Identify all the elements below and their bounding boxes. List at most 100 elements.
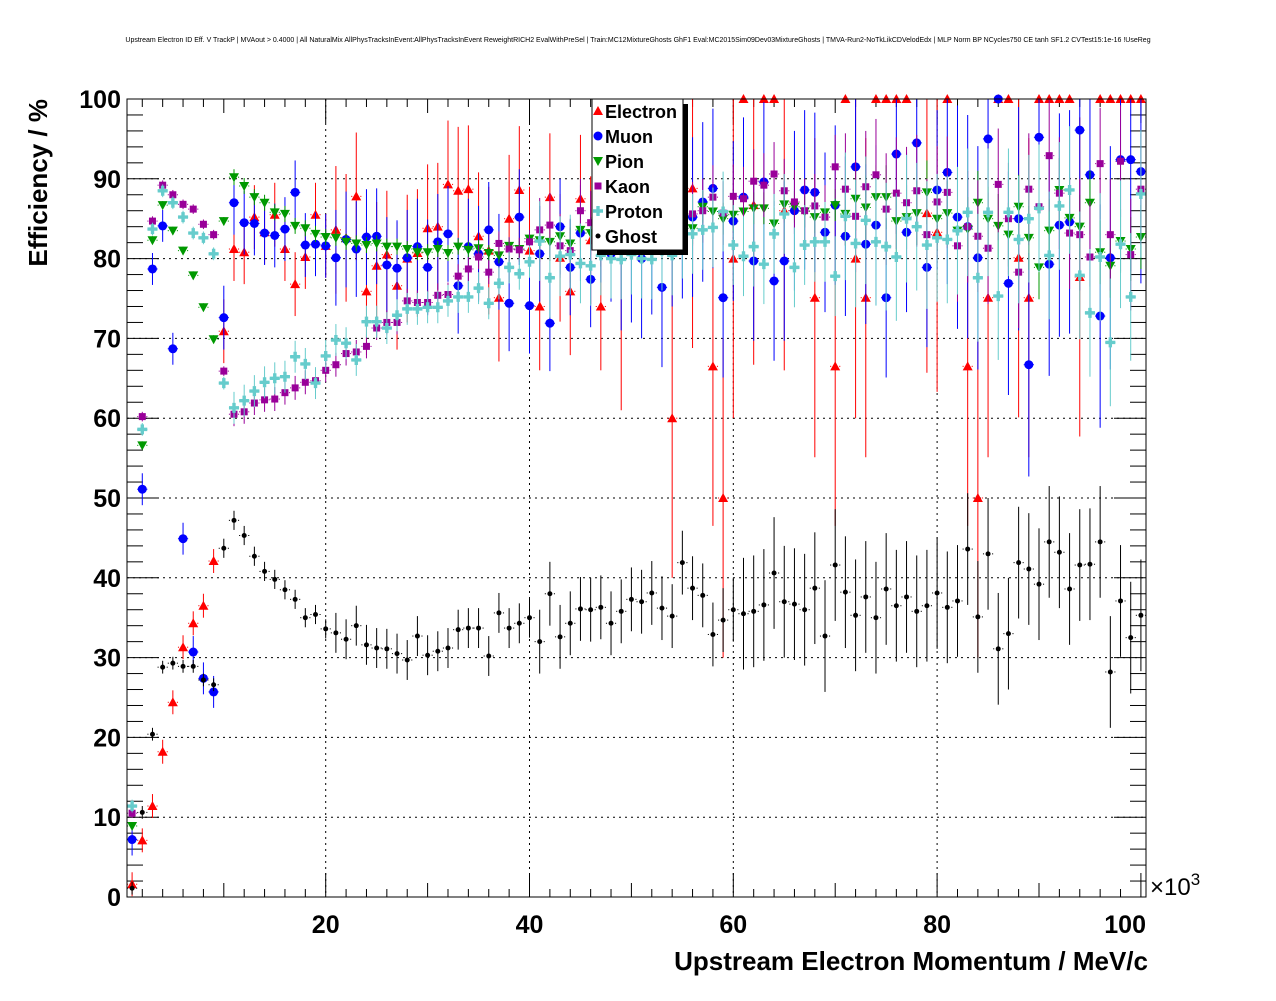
- legend: Electron Muon Pion Kaon Proton Ghost: [591, 98, 688, 255]
- pion-data-point: [463, 245, 474, 255]
- proton-data-point: [911, 221, 922, 232]
- proton-data-point: [860, 215, 871, 226]
- proton-data-point: [616, 254, 627, 265]
- kaon-data-point: [750, 177, 758, 185]
- kaon-data-point: [739, 195, 747, 203]
- ghost-data-point: [730, 607, 736, 613]
- kaon-data-point: [199, 220, 207, 228]
- ghost-data-point: [476, 625, 482, 631]
- ghost-data-point: [975, 614, 981, 620]
- legend-label-proton: Proton: [605, 202, 663, 222]
- ghost-data-point: [1077, 562, 1083, 568]
- proton-data-point: [330, 334, 341, 345]
- kaon-data-point: [271, 395, 279, 403]
- muon-data-point: [525, 301, 535, 311]
- proton-data-point: [1023, 213, 1034, 224]
- proton-data-point: [983, 207, 994, 218]
- kaon-data-point: [770, 170, 778, 178]
- electron-data-point: [972, 493, 983, 502]
- ghost-data-point: [333, 630, 339, 636]
- ghost-data-point: [720, 617, 726, 623]
- ghost-data-point: [149, 731, 155, 737]
- ghost-data-point: [1005, 631, 1011, 637]
- proton-data-point: [636, 253, 647, 264]
- muon-data-point: [504, 298, 514, 308]
- pion-data-point: [453, 242, 464, 252]
- proton-data-point: [850, 238, 861, 249]
- kaon-data-point: [760, 181, 768, 189]
- proton-data-point: [392, 310, 403, 321]
- muon-data-point: [300, 240, 310, 250]
- kaon-data-point: [485, 268, 493, 276]
- x-tick-label: 60: [719, 911, 747, 939]
- y-tick-label: 50: [93, 485, 121, 513]
- pion-data-point: [361, 241, 372, 251]
- ghost-data-point: [873, 615, 879, 621]
- kaon-data-point: [729, 192, 737, 200]
- pion-data-point: [239, 181, 250, 191]
- proton-data-point: [870, 236, 881, 247]
- proton-data-point: [239, 395, 250, 406]
- ghost-data-point: [465, 625, 471, 631]
- pion-data-point: [830, 201, 841, 211]
- ghost-data-point: [496, 610, 502, 616]
- ghost-data-point: [374, 645, 380, 651]
- ghost-data-point: [1087, 561, 1093, 567]
- proton-data-point: [249, 386, 260, 397]
- ghost-data-point: [842, 589, 848, 595]
- kaon-data-point: [546, 221, 554, 229]
- pion-data-point: [351, 239, 362, 249]
- ghost-data-point: [669, 613, 675, 619]
- proton-data-point: [402, 303, 413, 314]
- kaon-data-point: [576, 207, 584, 215]
- electron-data-point: [595, 301, 606, 311]
- ghost-data-point: [577, 606, 583, 612]
- ghost-data-point: [211, 682, 217, 688]
- ghost-data-point: [292, 596, 298, 602]
- electron-data-point: [188, 618, 199, 628]
- muon-data-point: [1003, 278, 1013, 288]
- ghost-data-point: [282, 587, 288, 593]
- proton-data-point: [198, 232, 209, 243]
- proton-data-point: [555, 251, 566, 262]
- proton-data-point: [585, 260, 596, 271]
- ghost-data-point: [537, 639, 543, 645]
- kaon-data-point: [872, 171, 880, 179]
- ghost-data-point: [262, 568, 268, 574]
- proton-data-point: [504, 262, 515, 273]
- legend-item-pion: Pion: [593, 152, 644, 172]
- ghost-data-point: [1036, 581, 1042, 587]
- muon-data-point: [402, 253, 412, 263]
- legend-label-ghost: Ghost: [605, 227, 657, 247]
- muon-data-point: [382, 260, 392, 270]
- ghost-data-point: [863, 594, 869, 600]
- proton-data-point: [147, 224, 158, 235]
- legend-label-pion: Pion: [605, 152, 644, 172]
- pion-data-point: [198, 303, 209, 313]
- legend-item-electron: Electron: [593, 102, 677, 122]
- muon-data-point: [147, 264, 157, 274]
- pion-data-point: [167, 226, 178, 236]
- kaon-data-point: [1106, 231, 1114, 239]
- proton-data-point: [544, 272, 555, 283]
- proton-data-point: [1115, 239, 1126, 250]
- muon-data-point: [1075, 125, 1085, 135]
- ghost-data-point: [170, 660, 176, 666]
- proton-data-point: [718, 206, 729, 217]
- ghost-data-point: [302, 615, 308, 621]
- kaon-data-point: [261, 396, 269, 404]
- electron-data-point: [707, 361, 718, 371]
- ghost-data-point: [200, 677, 206, 683]
- proton-data-point: [769, 228, 780, 239]
- proton-data-point: [799, 240, 810, 251]
- proton-data-point: [942, 234, 953, 245]
- proton-data-point: [188, 228, 199, 239]
- proton-data-point: [606, 253, 617, 264]
- ghost-data-point: [822, 633, 828, 639]
- ghost-data-point: [893, 603, 899, 609]
- pion-data-point: [412, 248, 423, 258]
- muon-data-point: [188, 647, 198, 657]
- ghost-data-point: [516, 620, 522, 626]
- proton-data-point: [127, 801, 138, 812]
- ghost-data-point: [802, 607, 808, 613]
